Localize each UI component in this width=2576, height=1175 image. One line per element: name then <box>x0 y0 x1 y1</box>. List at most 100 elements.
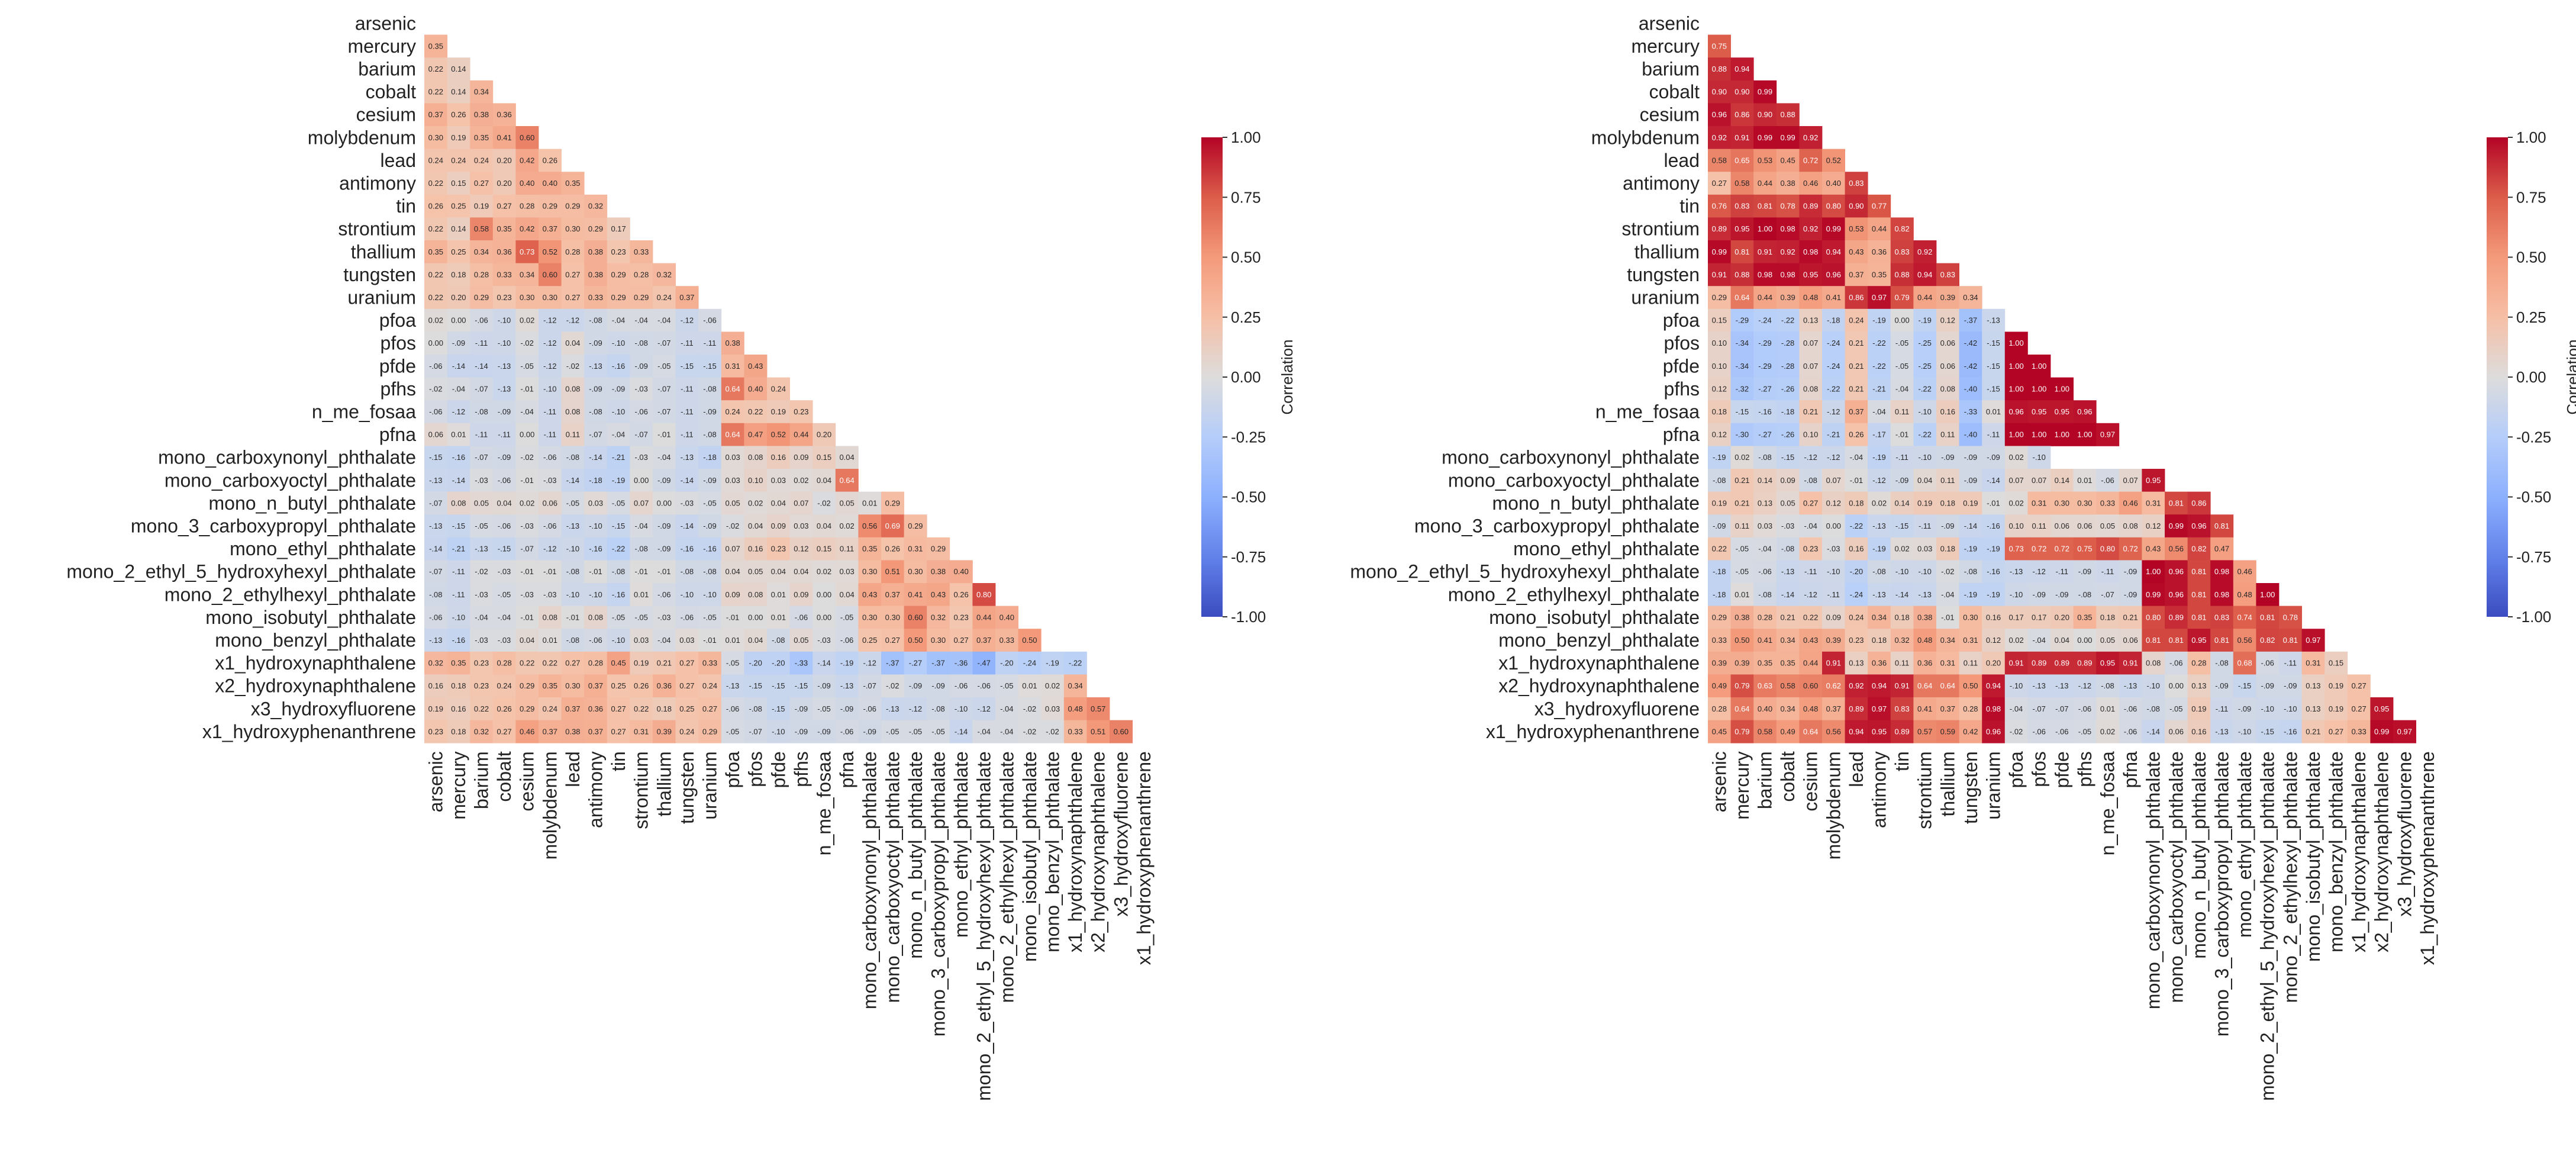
heatmap-cell <box>1845 355 1868 378</box>
cell-value-label: 0.48 <box>2237 590 2252 599</box>
cell-value-label: 0.05 <box>1780 498 1795 507</box>
row-label: n_me_fosaa <box>1595 401 1700 423</box>
heatmap-cell <box>721 651 744 675</box>
cell-value-label: 0.89 <box>2032 659 2046 668</box>
cell-value-label: 0.24 <box>451 156 466 165</box>
heatmap-cell <box>1708 263 1731 286</box>
cell-value-label: 0.82 <box>1894 224 1909 233</box>
cell-value-label: 0.25 <box>862 636 877 645</box>
heatmap-cell <box>447 103 470 127</box>
cell-value-label: -.04 <box>2032 636 2045 645</box>
heatmap-cell <box>2004 651 2028 675</box>
cell-value-label: -.21 <box>612 453 625 462</box>
cell-value-label: -.01 <box>520 384 533 393</box>
cell-value-label: -.09 <box>1987 453 2000 462</box>
heatmap-cell <box>1822 491 1845 515</box>
cell-value-label: 0.22 <box>428 65 443 73</box>
cell-value-label: -.13 <box>2032 681 2045 690</box>
cell-value-label: -.06 <box>543 453 556 462</box>
heatmap-cell <box>789 629 813 652</box>
cell-value-label: -.10 <box>1918 567 1931 576</box>
cell-value-label: 0.16 <box>771 453 786 462</box>
cell-value-label: 0.08 <box>1940 384 1955 393</box>
heatmap-cell <box>584 720 608 743</box>
heatmap-cell <box>1708 34 1731 58</box>
heatmap-cell <box>584 629 608 652</box>
cell-value-label: 0.03 <box>725 453 740 462</box>
heatmap-cell <box>2187 560 2211 584</box>
cell-value-label: -.11 <box>681 430 693 439</box>
cell-value-label: -.14 <box>1895 590 1908 599</box>
heatmap-cell <box>2051 423 2074 446</box>
cell-value-label: -.06 <box>840 636 853 645</box>
heatmap-cell <box>744 674 768 698</box>
cell-value-label: 0.20 <box>1986 659 2001 668</box>
heatmap-cell <box>2051 491 2074 515</box>
cell-value-label: -.08 <box>2215 659 2228 668</box>
cell-value-label: -.01 <box>520 613 533 622</box>
heatmap-cell <box>1730 629 1754 652</box>
cell-value-label: -.12 <box>1827 453 1840 462</box>
cell-value-label: -.11 <box>1895 453 1908 462</box>
cell-value-label: -.10 <box>612 407 625 416</box>
row-label: n_me_fosaa <box>312 401 416 423</box>
cell-value-label: 0.23 <box>496 293 511 302</box>
heatmap-cell <box>1708 331 1731 355</box>
cell-value-label: 0.27 <box>496 202 511 211</box>
cell-value-label: 0.39 <box>1734 659 1749 668</box>
cell-value-label: -.08 <box>1804 476 1817 485</box>
cell-value-label: -.06 <box>2124 727 2137 736</box>
heatmap-cell <box>721 491 744 515</box>
cell-value-label: -.26 <box>1781 430 1794 439</box>
heatmap-cell <box>515 629 539 652</box>
cell-value-label: 1.00 <box>2008 339 2023 347</box>
heatmap-cell <box>470 355 494 378</box>
column-label: mono_carboxynonyl_phthalate <box>2143 751 2164 1009</box>
heatmap-cell <box>1753 697 1777 720</box>
column-label: mono_isobutyl_phthalate <box>1019 751 1040 962</box>
heatmap-cell <box>1776 720 1800 743</box>
cell-value-label: -.09 <box>840 704 853 713</box>
heatmap-cell <box>607 286 630 310</box>
cell-value-label: -.07 <box>520 545 533 553</box>
heatmap-cell <box>675 491 699 515</box>
cell-value-label: -.20 <box>772 659 785 668</box>
cell-value-label: 0.08 <box>748 590 763 599</box>
cell-value-label: 0.60 <box>1114 727 1129 736</box>
cell-value-label: 0.98 <box>2214 590 2229 599</box>
heatmap-cell <box>1868 308 1891 332</box>
cell-value-label: 0.46 <box>2237 567 2252 576</box>
heatmap-cell <box>424 34 447 58</box>
cell-value-label: 0.95 <box>2374 704 2389 713</box>
cell-value-label: -.12 <box>2078 681 2091 690</box>
heatmap-cell <box>858 537 882 561</box>
heatmap-cell <box>949 583 973 606</box>
heatmap-cell <box>1730 217 1754 241</box>
cell-value-label: 0.05 <box>794 636 808 645</box>
heatmap-cell <box>2051 560 2074 584</box>
cell-value-label: 0.53 <box>1758 156 1772 165</box>
cell-value-label: 0.37 <box>543 727 557 736</box>
heatmap-cell <box>1890 514 1914 538</box>
heatmap-cell <box>675 400 699 424</box>
heatmap-cell <box>447 491 470 515</box>
heatmap-cell <box>1959 377 1982 401</box>
heatmap-cell <box>653 491 676 515</box>
heatmap-cell <box>2073 423 2097 446</box>
cell-value-label: 0.27 <box>474 179 489 188</box>
heatmap-cell <box>1799 469 1823 492</box>
cell-value-label: 0.05 <box>725 498 740 507</box>
cell-value-label: -.09 <box>589 384 602 393</box>
heatmap-cell <box>1730 172 1754 195</box>
cell-value-label: -.22 <box>612 545 625 553</box>
cell-value-label: 0.22 <box>474 704 489 713</box>
row-label: barium <box>358 59 416 80</box>
heatmap-cell <box>2165 651 2188 675</box>
cell-value-label: -.10 <box>2010 681 2023 690</box>
cell-value-label: 0.18 <box>451 270 466 279</box>
cell-value-label: 0.18 <box>1849 498 1864 507</box>
cell-value-label: 0.15 <box>451 179 466 188</box>
cell-value-label: 0.06 <box>543 498 557 507</box>
heatmap-cell <box>1890 674 1914 698</box>
heatmap-cell <box>1776 149 1800 172</box>
